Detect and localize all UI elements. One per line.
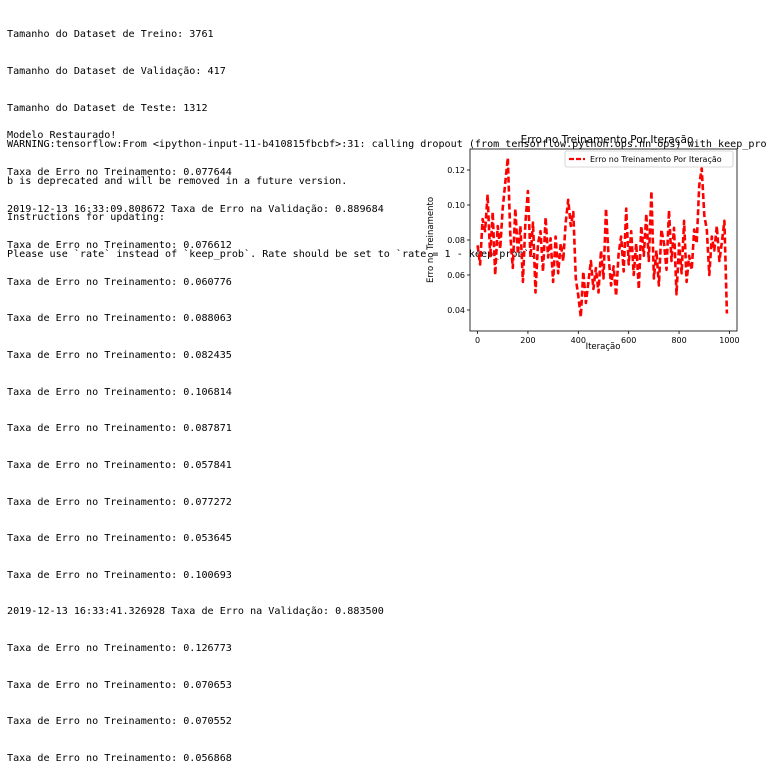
log-line: Taxa de Erro no Treinamento: 0.053645 [7,533,232,545]
log-line: Modelo Restaurado! [7,130,117,142]
log-line: 2019-12-13 16:33:09.808672 Taxa de Erro … [7,203,384,215]
legend: Erro no Treinamento Por Iteração [564,150,734,168]
log-line: Taxa de Erro no Treinamento: 0.070552 [7,716,232,728]
warning-line: Instructions for updating: [7,212,166,224]
legend-label: Erro no Treinamento Por Iteração [590,155,722,164]
y-tick-label: 0.08 [447,236,465,245]
log-line: Taxa de Erro no Treinamento: 0.076612 [7,240,232,252]
output-line: Tamanho do Dataset de Validação: 417 [7,66,226,78]
log-line: Taxa de Erro no Treinamento: 0.070653 [7,679,232,691]
legend-box [564,150,734,168]
log-line: Taxa de Erro no Treinamento: 0.100693 [7,569,232,581]
stderr-output: Tamanho do Dataset de Treino: 3761 Taman… [7,5,777,273]
training-error-chart: Erro no Treinamento Por Iteração 0.04 0.0… [420,128,740,358]
x-axis: 0 200 400 600 800 1000 [475,331,740,345]
y-axis: 0.04 0.06 0.08 0.10 0.12 [447,166,470,315]
x-tick-label: 200 [520,336,535,345]
log-line: Taxa de Erro no Treinamento: 0.056868 [7,752,232,764]
x-tick-label: 0 [475,336,480,345]
log-line: Taxa de Erro no Treinamento: 0.106814 [7,386,232,398]
y-tick-label: 0.10 [447,201,465,210]
y-axis-label: Erro no Treinamento [426,197,436,283]
log-line: Taxa de Erro no Treinamento: 0.077272 [7,496,232,508]
warning-line: Please use `rate` instead of `keep_prob`… [7,249,536,261]
log-line: Taxa de Erro no Treinamento: 0.126773 [7,642,232,654]
series-line [476,156,729,319]
log-line: Taxa de Erro no Treinamento: 0.077644 [7,167,232,179]
x-tick-label: 400 [571,336,586,345]
log-line: Taxa de Erro no Treinamento: 0.060776 [7,276,232,288]
x-tick-label: 800 [671,336,686,345]
training-log: Modelo Restaurado! Taxa de Erro no Trein… [7,106,427,777]
warning-line: b is deprecated and will be removed in a… [7,175,348,187]
y-tick-label: 0.06 [447,271,465,280]
log-line: 2019-12-13 16:33:41.326928 Taxa de Erro … [7,606,384,618]
chart-svg: Erro no Treinamento Por Iteração 0.040.0… [426,134,740,352]
output-line: Tamanho do Dataset de Treino: 3761 [7,29,214,41]
warning-line: WARNING:tensorflow:From <ipython-input-1… [7,139,767,151]
output-line: Tamanho do Dataset de Teste: 1312 [7,102,208,114]
y-tick-label: 0.12 [447,166,465,175]
log-line: Taxa de Erro no Treinamento: 0.088063 [7,313,232,325]
log-line: Taxa de Erro no Treinamento: 0.082435 [7,350,232,362]
chart-title: Erro no Treinamento Por Iteração [521,134,694,146]
series-layer [476,156,729,319]
y-tick-label: 0.04 [447,306,465,315]
x-tick-label: 600 [621,336,636,345]
log-line: Taxa de Erro no Treinamento: 0.087871 [7,423,232,435]
x-axis-label: Iteração [586,342,621,352]
x-tick-label: 1000 [719,336,739,345]
log-line: Taxa de Erro no Treinamento: 0.057841 [7,459,232,471]
